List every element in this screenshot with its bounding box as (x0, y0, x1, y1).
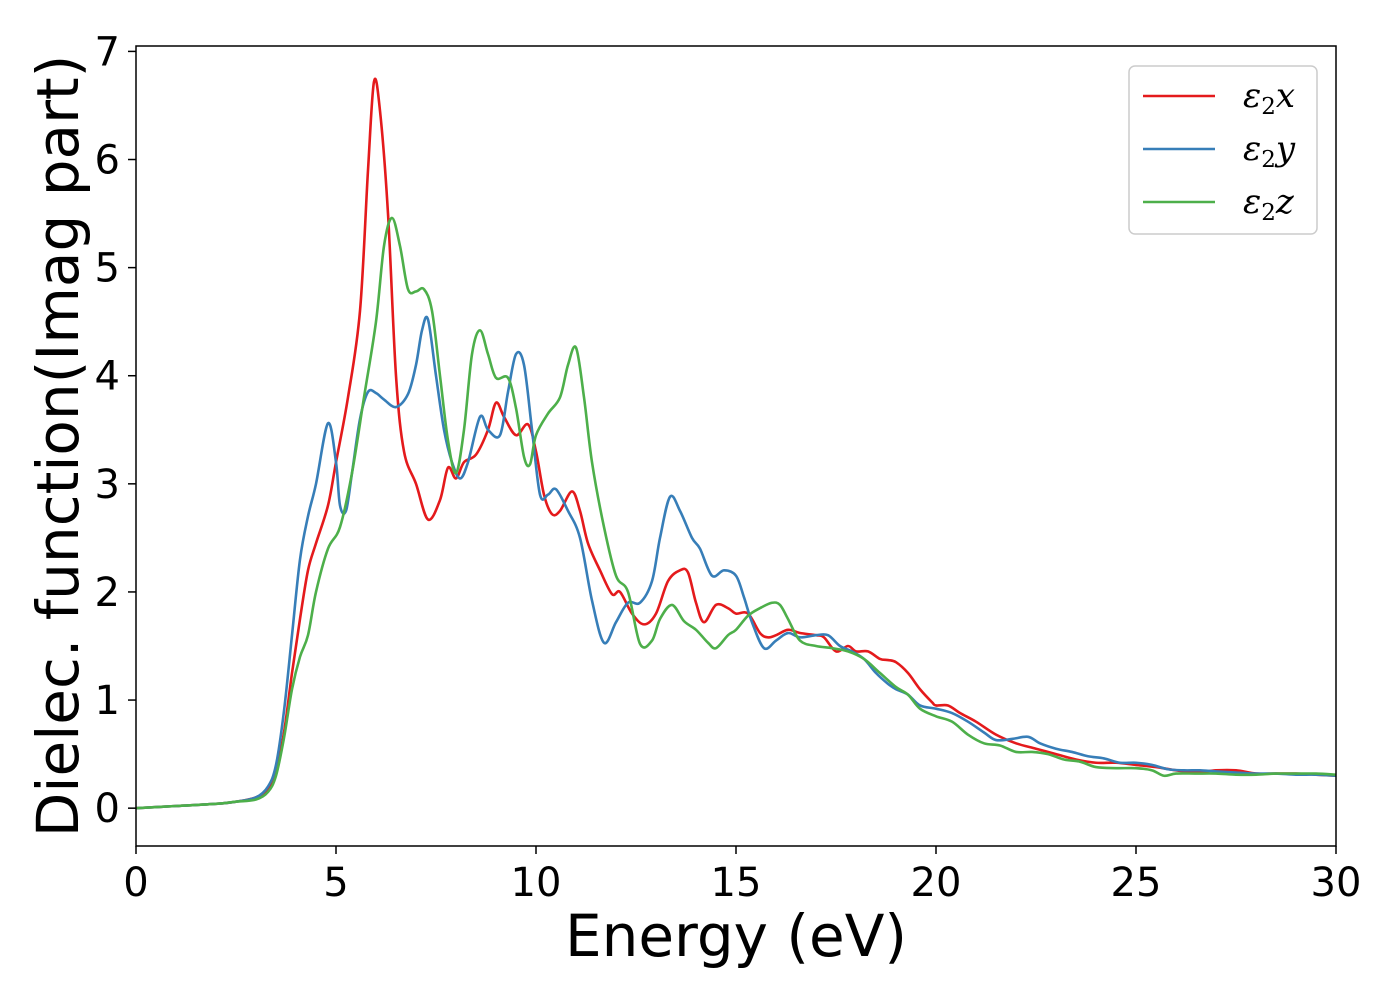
legend-label-z: ε2z (1243, 182, 1295, 226)
y-tick-label: 2 (95, 570, 120, 616)
legend-box (1128, 65, 1318, 235)
legend: ε2x ε2y ε2z (1128, 65, 1318, 235)
y-axis-label: Dielec. function(Imag part) (24, 55, 92, 838)
x-tick-label: 15 (711, 860, 762, 906)
x-tick-label: 20 (911, 860, 962, 906)
y-tick-label: 3 (95, 462, 120, 508)
x-tick-label: 5 (323, 860, 348, 906)
legend-label-x: ε2x (1243, 76, 1295, 120)
y-tick-label: 5 (95, 246, 120, 292)
x-tick-label: 30 (1311, 860, 1362, 906)
y-tick-label: 7 (95, 29, 120, 75)
x-tick-label: 0 (123, 860, 148, 906)
series-line-y (136, 315, 1336, 810)
y-tick-label: 4 (95, 354, 120, 400)
x-axis-label: Energy (eV) (565, 902, 907, 970)
ticks-layer: 0 5 10 15 20 25 30 0 1 2 3 4 5 6 7 (95, 29, 1362, 906)
series-line-z (136, 216, 1336, 810)
legend-label-y: ε2y (1243, 129, 1296, 173)
series-layer (136, 77, 1336, 810)
x-tick-label: 10 (511, 860, 562, 906)
y-tick-label: 6 (95, 138, 120, 184)
y-tick-label: 1 (95, 678, 120, 724)
series-line-x (136, 77, 1336, 810)
x-tick-label: 25 (1111, 860, 1162, 906)
y-tick-label: 0 (95, 786, 120, 832)
